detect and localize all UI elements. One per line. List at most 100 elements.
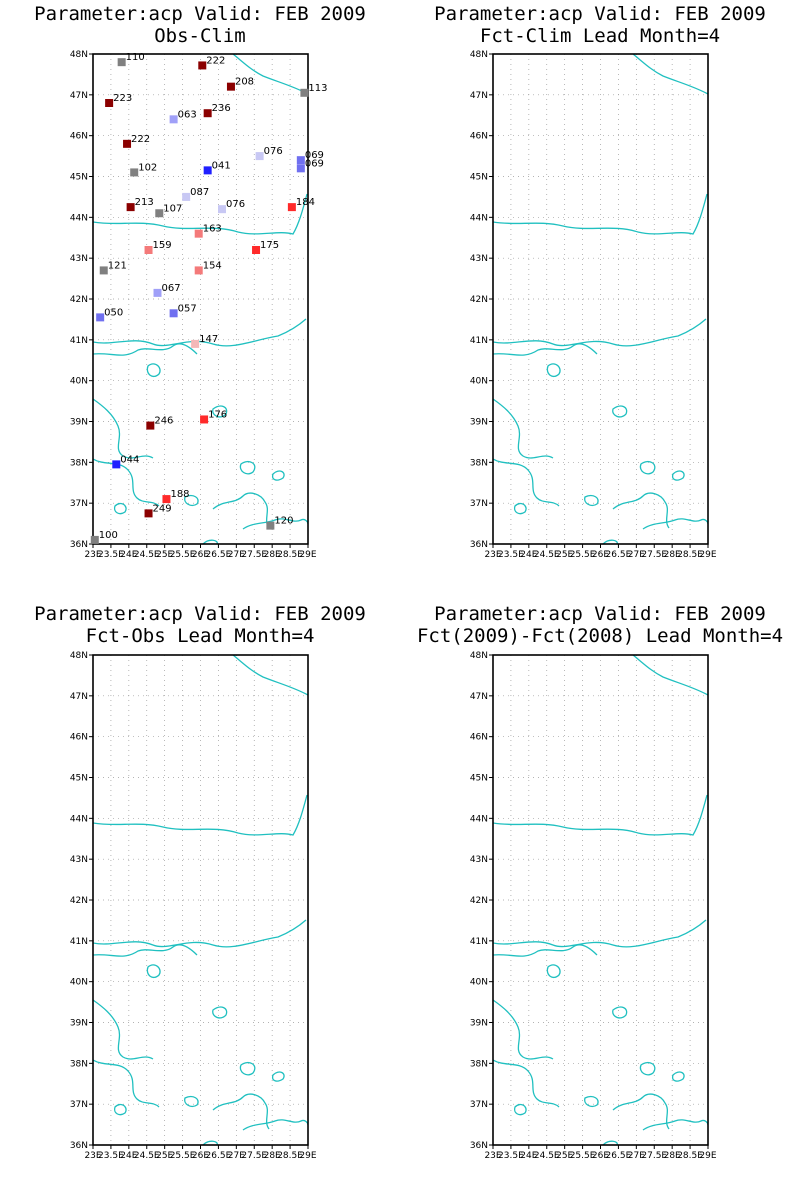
- panel-subtitle: Fct(2009)-Fct(2008) Lead Month=4: [417, 625, 783, 647]
- lat-tick-label: 47N: [70, 692, 88, 702]
- station-label: 223: [113, 93, 132, 104]
- lon-tick-label: 23E: [484, 550, 501, 560]
- lat-tick-label: 43N: [470, 855, 488, 865]
- lat-tick-label: 36N: [70, 540, 88, 550]
- lon-tick-label: 24.5E: [134, 1151, 160, 1161]
- lon-tick-label: 28E: [264, 550, 281, 560]
- lon-tick-label: 26E: [592, 1151, 609, 1161]
- lon-tick-label: 28E: [664, 550, 681, 560]
- station-label: 067: [162, 283, 181, 294]
- lon-tick-label: 24E: [120, 1151, 137, 1161]
- lat-tick-label: 37N: [470, 499, 488, 509]
- gridlines: [493, 655, 708, 1145]
- station-label: 222: [131, 134, 150, 145]
- station-marker: [203, 109, 212, 118]
- station-label: 102: [138, 162, 157, 173]
- map-plot: 36N 37N 38N 39N 40N 41N 42N 43N 44N 45N 46N 47N 48N 2…: [470, 651, 717, 1161]
- panel-subtitle: Fct-Clim Lead Month=4: [480, 25, 720, 47]
- gridlines: [493, 54, 708, 544]
- lon-tick-label: 23E: [484, 1151, 501, 1161]
- lon-tick-label: 25E: [556, 1151, 573, 1161]
- lat-tick-label: 42N: [470, 295, 488, 305]
- lon-tick-label: 27E: [628, 550, 645, 560]
- station-marker: [194, 266, 203, 275]
- lon-tick-label: 25.5E: [570, 550, 596, 560]
- lat-tick-label: 37N: [470, 1100, 488, 1110]
- station-label: 176: [208, 409, 227, 420]
- station-label: 076: [226, 199, 245, 210]
- station-marker: [99, 266, 108, 275]
- lon-tick-label: 26E: [192, 550, 209, 560]
- station-marker: [182, 192, 191, 201]
- lat-tick-label: 38N: [470, 458, 488, 468]
- station-marker: [130, 168, 139, 177]
- panel-title: Parameter:acp Valid: FEB 2009: [434, 603, 766, 625]
- station-label: 069: [305, 150, 324, 161]
- station-marker: [194, 229, 203, 238]
- lon-tick-label: 27.5E: [241, 550, 267, 560]
- lon-tick-label: 25.5E: [570, 1151, 596, 1161]
- station-label: 087: [190, 187, 209, 198]
- station-label: 050: [104, 307, 123, 318]
- lon-tick-label: 27E: [228, 550, 245, 560]
- map-plot: 36N 37N 38N 39N 40N 41N 42N 43N 44N 45N 46N 47N 48N 2…: [70, 651, 317, 1161]
- lat-tick-label: 40N: [470, 377, 488, 387]
- lat-tick-label: 39N: [470, 1019, 488, 1029]
- lon-tick-label: 28.5E: [677, 550, 703, 560]
- lon-tick-label: 29E: [299, 550, 316, 560]
- station-label: 208: [235, 77, 254, 88]
- lat-tick-label: 45N: [70, 774, 88, 784]
- lat-tick-label: 41N: [70, 336, 88, 346]
- lon-tick-label: 27.5E: [241, 1151, 267, 1161]
- station-marker: [96, 313, 105, 322]
- lat-tick-label: 47N: [470, 91, 488, 101]
- lon-tick-label: 27E: [228, 1151, 245, 1161]
- station-label: 236: [212, 103, 231, 114]
- lat-tick-label: 41N: [70, 937, 88, 947]
- lon-tick-label: 23.5E: [498, 1151, 524, 1161]
- lon-tick-label: 26.5E: [606, 1151, 632, 1161]
- station-marker: [255, 152, 264, 161]
- lat-tick-label: 45N: [70, 173, 88, 183]
- lat-tick-label: 42N: [470, 896, 488, 906]
- station-marker: [296, 164, 305, 173]
- station-marker: [266, 521, 275, 530]
- lon-tick-label: 27.5E: [641, 1151, 667, 1161]
- lon-tick-label: 24.5E: [534, 1151, 560, 1161]
- lon-tick-label: 23.5E: [498, 550, 524, 560]
- station-label: 175: [260, 240, 279, 251]
- lat-tick-label: 41N: [470, 336, 488, 346]
- lon-tick-label: 25E: [556, 550, 573, 560]
- lat-tick-label: 45N: [470, 774, 488, 784]
- station-label: 113: [308, 83, 327, 94]
- lat-tick-label: 38N: [70, 1059, 88, 1069]
- lon-tick-label: 23E: [84, 550, 101, 560]
- lon-tick-label: 28E: [264, 1151, 281, 1161]
- station-label: 120: [274, 516, 293, 527]
- lat-tick-label: 47N: [70, 91, 88, 101]
- station-label: 249: [153, 503, 172, 514]
- lon-tick-label: 24.5E: [534, 550, 560, 560]
- panel-title: Parameter:acp Valid: FEB 2009: [34, 603, 366, 625]
- lat-tick-label: 43N: [70, 855, 88, 865]
- lat-tick-label: 43N: [70, 254, 88, 264]
- lat-tick-label: 43N: [470, 254, 488, 264]
- station-marker: [191, 339, 200, 348]
- lat-tick-label: 41N: [470, 937, 488, 947]
- lon-tick-label: 25E: [156, 1151, 173, 1161]
- lon-tick-label: 28.5E: [277, 1151, 303, 1161]
- lon-tick-label: 29E: [299, 1151, 316, 1161]
- station-marker: [296, 156, 305, 165]
- station-label: 041: [212, 160, 231, 171]
- lat-tick-label: 39N: [70, 1019, 88, 1029]
- lon-tick-label: 24.5E: [134, 550, 160, 560]
- lon-tick-label: 27.5E: [641, 550, 667, 560]
- lat-tick-label: 44N: [470, 213, 488, 223]
- station-label: 044: [120, 454, 139, 465]
- lon-tick-label: 24E: [120, 550, 137, 560]
- lat-tick-label: 42N: [70, 896, 88, 906]
